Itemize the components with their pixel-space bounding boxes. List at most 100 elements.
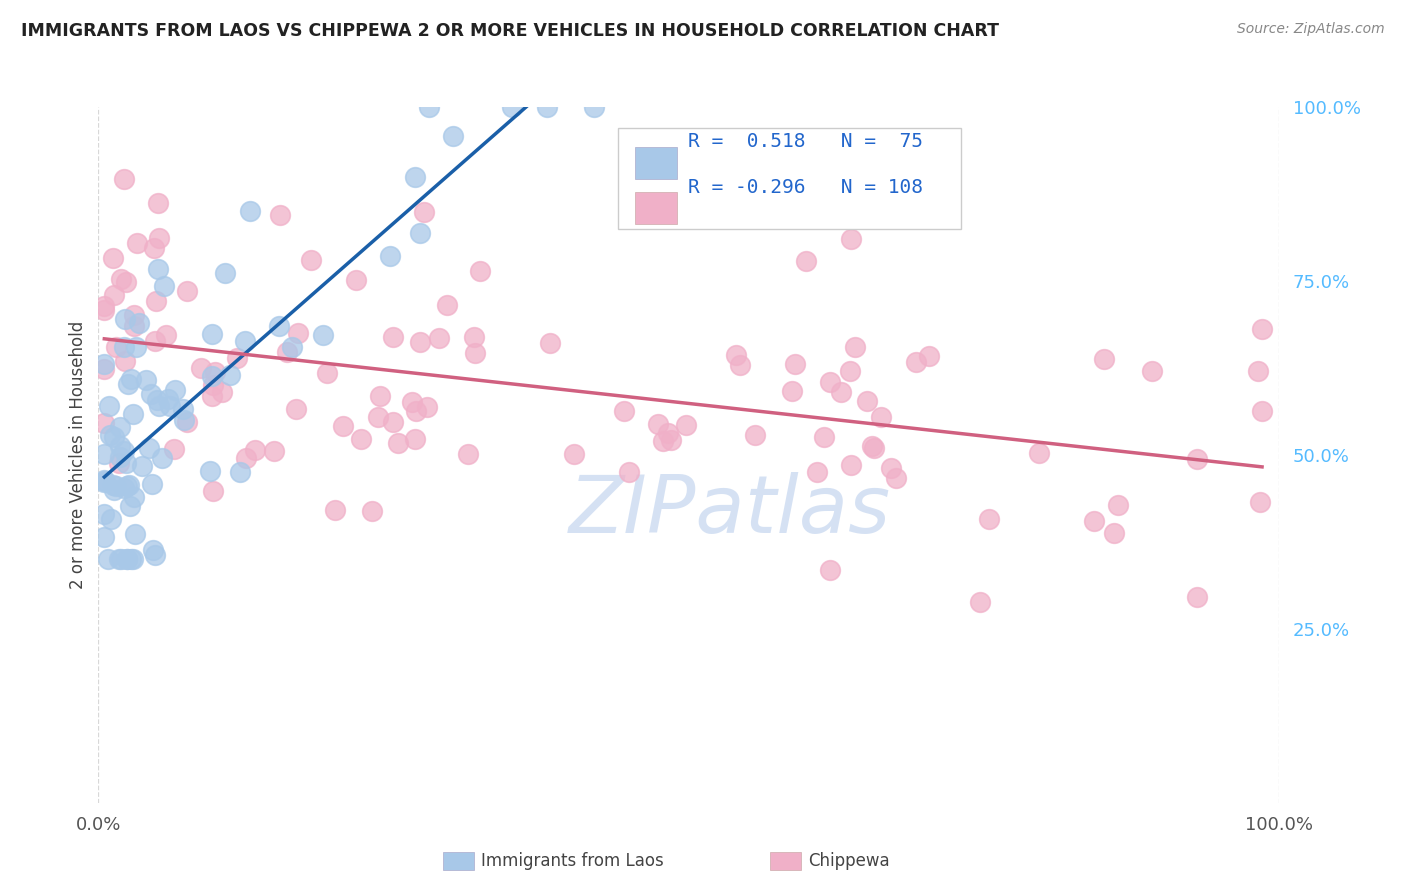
- Point: [114, 456, 136, 470]
- Point: [659, 433, 682, 447]
- Point: [100, 512, 122, 526]
- Point: [104, 340, 127, 354]
- Point: [103, 477, 125, 491]
- Point: [204, 365, 226, 379]
- Point: [93, 416, 115, 430]
- Point: [110, 271, 132, 285]
- Point: [125, 235, 148, 250]
- Point: [145, 294, 167, 309]
- Point: [315, 366, 337, 380]
- Point: [97, 552, 120, 566]
- Point: [744, 428, 766, 442]
- Point: [860, 439, 883, 453]
- Point: [1102, 526, 1125, 541]
- Point: [94, 474, 117, 488]
- Point: [269, 208, 291, 222]
- Point: [1251, 403, 1274, 417]
- Point: [150, 450, 173, 465]
- Point: [131, 458, 153, 473]
- Point: [219, 368, 242, 383]
- Point: [93, 362, 115, 376]
- Point: [112, 481, 135, 495]
- Point: [870, 410, 893, 425]
- Point: [312, 328, 335, 343]
- Point: [122, 407, 145, 421]
- Point: [122, 552, 145, 566]
- Point: [201, 389, 224, 403]
- Point: [235, 450, 257, 465]
- Point: [143, 548, 166, 562]
- Point: [536, 100, 558, 114]
- Point: [115, 479, 138, 493]
- Point: [235, 334, 257, 348]
- Point: [780, 384, 803, 398]
- Point: [115, 276, 138, 290]
- Point: [201, 368, 224, 383]
- Point: [125, 340, 148, 354]
- Point: [839, 232, 862, 246]
- Point: [211, 384, 233, 399]
- Point: [112, 443, 135, 458]
- Point: [501, 100, 523, 114]
- Point: [103, 288, 125, 302]
- Point: [148, 261, 170, 276]
- Point: [243, 442, 266, 457]
- Point: [114, 312, 136, 326]
- Point: [613, 404, 636, 418]
- Point: [830, 385, 852, 400]
- Point: [427, 331, 450, 345]
- Point: [172, 401, 194, 416]
- Point: [977, 512, 1000, 526]
- Point: [201, 484, 224, 499]
- Point: [112, 340, 135, 354]
- Point: [409, 334, 432, 349]
- Point: [323, 503, 346, 517]
- Point: [93, 530, 115, 544]
- Point: [794, 254, 817, 268]
- Point: [409, 226, 432, 240]
- Point: [276, 345, 298, 359]
- Point: [1028, 445, 1050, 459]
- Point: [122, 319, 145, 334]
- Point: [387, 435, 409, 450]
- Point: [1246, 364, 1268, 378]
- Point: [165, 383, 187, 397]
- Point: [146, 195, 169, 210]
- Point: [361, 504, 384, 518]
- Point: [413, 204, 436, 219]
- Text: Immigrants from Laos: Immigrants from Laos: [481, 852, 664, 870]
- Point: [153, 279, 176, 293]
- Point: [299, 252, 322, 267]
- Point: [148, 399, 170, 413]
- Point: [201, 327, 224, 342]
- Point: [128, 316, 150, 330]
- Text: R = -0.296   N = 108: R = -0.296 N = 108: [689, 178, 924, 197]
- Point: [401, 395, 423, 409]
- Point: [404, 170, 426, 185]
- Point: [138, 441, 160, 455]
- Point: [367, 409, 389, 424]
- Point: [436, 297, 458, 311]
- Point: [108, 420, 131, 434]
- Point: [583, 100, 606, 114]
- Point: [142, 543, 165, 558]
- Text: IMMIGRANTS FROM LAOS VS CHIPPEWA 2 OR MORE VEHICLES IN HOUSEHOLD CORRELATION CHA: IMMIGRANTS FROM LAOS VS CHIPPEWA 2 OR MO…: [21, 22, 1000, 40]
- Point: [382, 329, 405, 343]
- Point: [1140, 364, 1163, 378]
- Point: [378, 249, 401, 263]
- Point: [1107, 499, 1129, 513]
- Point: [856, 393, 879, 408]
- Point: [122, 308, 145, 322]
- Point: [93, 508, 115, 522]
- Point: [238, 204, 260, 219]
- Point: [813, 430, 835, 444]
- Point: [156, 392, 179, 406]
- Point: [93, 300, 115, 314]
- Point: [1092, 351, 1115, 366]
- Point: [281, 340, 304, 354]
- Point: [103, 430, 125, 444]
- Point: [820, 562, 842, 576]
- Point: [120, 372, 142, 386]
- Point: [1250, 321, 1272, 335]
- Text: R =  0.518   N =  75: R = 0.518 N = 75: [689, 132, 924, 152]
